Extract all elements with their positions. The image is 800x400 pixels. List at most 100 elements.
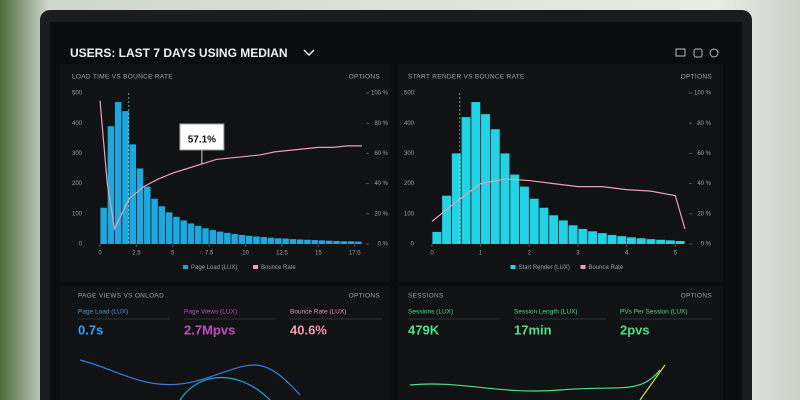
histogram-bar [195,225,202,244]
histogram-bar [129,144,136,244]
histogram-bar [136,168,144,244]
print-icon[interactable] [693,48,703,58]
histogram-bar [173,216,180,244]
kpi-label: Page Views (LUX) [184,309,237,316]
histogram-bar [107,126,115,244]
kpi-value: 2pvs [620,322,650,337]
y-tick-label: 300 [404,151,415,157]
x-tick-label: 12.5 [276,251,288,257]
y2-tick-label: 100 % [371,91,389,97]
y2-tick-label: 100 % [694,91,712,97]
histogram-bar [597,233,607,244]
histogram-bar [558,220,568,244]
histogram-bar [333,240,340,244]
legend-label: Bounce Rate [589,265,624,271]
options-button[interactable]: OPTIONS [681,293,713,300]
histogram-bar [216,231,224,244]
panel [398,64,723,282]
histogram-bar [646,239,656,244]
histogram-bar [202,228,209,244]
histogram-bar [296,239,304,244]
histogram-bar [627,237,636,244]
y-tick-label: 200 [72,181,83,187]
legend-swatch [580,265,586,269]
y2-tick-label: 60 % [374,151,388,157]
y-tick-label: 100 [72,211,83,217]
bounce-rate-line [431,178,686,230]
chart-title: START RENDER VS BOUNCE RATE [408,74,525,81]
y2-tick-label: 20 % [374,211,388,217]
histogram-bar [490,129,500,244]
histogram-bar [451,153,461,244]
histogram-bar [311,240,318,244]
legend-swatch [510,265,516,269]
histogram-bar [267,237,275,244]
dashboard-title: USERS: LAST 7 DAYS USING MEDIAN [70,46,288,60]
histogram-bar [500,153,510,244]
histogram-bar [275,238,282,244]
legend-swatch [183,265,188,269]
kpi-value: 40.6% [290,322,327,337]
histogram-bar [304,239,311,244]
kpi-value: 0.7s [78,322,103,337]
kpi-value: 17min [514,322,552,337]
y2-tick-label: 80 % [697,121,711,127]
histogram-bar [245,235,253,244]
x-tick-label: 1 [479,251,483,257]
kpi-label: Page Load (LUX) [78,309,128,316]
histogram-bar [656,239,666,244]
y-tick-label: 0 [79,242,83,248]
histogram-bar [347,241,355,244]
histogram-bar [238,234,246,244]
histogram-bar [355,241,362,244]
y2-tick-label: 60 % [697,151,711,157]
x-tick-label: 3 [576,251,580,257]
monitor-icon[interactable] [675,48,686,57]
x-tick-label: 17.5 [349,251,361,257]
options-button[interactable]: OPTIONS [681,74,713,81]
kpi-label: PVs Per Session (LUX) [620,309,688,316]
mini-chart-line [409,369,661,392]
panel [398,286,723,400]
callout-box [179,123,225,151]
y2-tick-label: 80 % [374,121,388,127]
panel-title: PAGE VIEWS VS ONLOAD [78,293,164,300]
legend-label: Page Load (LUX) [191,265,237,271]
x-tick-label: 2.5 [132,251,141,257]
histogram-bar [510,174,520,244]
histogram-bar [187,223,195,244]
histogram-bar [549,215,559,244]
histogram-bar [432,231,442,244]
chart-title: LOAD TIME VS BOUNCE RATE [72,74,173,81]
histogram-bar [578,228,588,244]
y2-tick-label: 40 % [374,181,388,187]
dropdown-icon[interactable] [303,49,315,57]
x-tick-label: 7.5 [205,251,214,257]
x-tick-label: 5 [171,251,175,257]
y-tick-label: 100 [404,211,415,217]
y-tick-label: 400 [72,121,83,127]
histogram-bar [122,111,129,245]
y-tick-label: 300 [72,151,83,157]
y2-tick-label: 0 % [701,242,712,248]
histogram-bar [260,237,267,244]
y-tick-label: 200 [404,181,415,187]
histogram-bar [617,236,627,244]
histogram-bar [318,240,326,244]
options-button[interactable]: OPTIONS [349,74,381,81]
histogram-bar [151,198,158,244]
x-tick-label: 5 [674,251,678,257]
mini-chart-line [179,377,271,400]
y-tick-label: 0 [411,242,415,248]
help-icon[interactable] [709,48,719,58]
histogram-bar [442,195,452,244]
mini-chart-line [639,364,666,400]
histogram-bar [224,232,231,244]
options-button[interactable]: OPTIONS [349,293,381,300]
histogram-bar [461,117,471,244]
panel [60,286,390,400]
kpi-label: Sessions (LUX) [408,309,453,316]
kpi-label: Session Length (LUX) [514,309,578,316]
callout-value: 57.1% [188,135,216,146]
